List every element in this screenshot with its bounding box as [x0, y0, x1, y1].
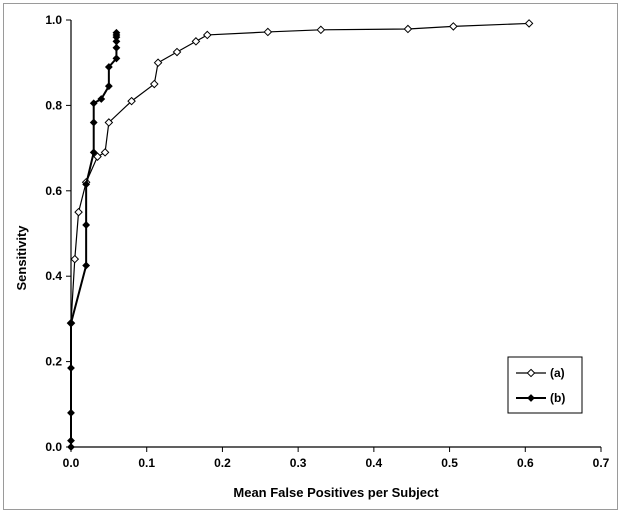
data-point — [127, 96, 136, 106]
data-point — [104, 82, 113, 91]
data-point — [67, 443, 75, 451]
data-point — [89, 99, 98, 108]
legend-box — [507, 356, 583, 414]
data-point — [172, 47, 182, 57]
x-ticks: 0.0 0.1 0.2 0.3 0.4 0.5 0.6 0.7 — [63, 447, 610, 470]
data-point — [149, 79, 159, 89]
legend-label: (b) — [550, 391, 565, 405]
y-ticks: 0.0 0.2 0.4 0.6 0.8 1.0 — [45, 13, 71, 454]
data-point — [89, 118, 98, 127]
data-point — [82, 221, 91, 229]
y-axis-label: Sensitivity — [14, 225, 29, 291]
series-line — [70, 22, 530, 324]
x-tick-label: 0.5 — [441, 456, 458, 470]
data-point — [191, 37, 201, 46]
y-tick-label: 0.0 — [45, 440, 62, 454]
x-tick-label: 0.1 — [138, 456, 155, 470]
data-point — [524, 19, 534, 28]
data-point — [104, 118, 114, 127]
data-point — [89, 148, 98, 157]
legend-marker — [527, 394, 535, 402]
data-point — [104, 63, 113, 71]
data-point — [93, 152, 102, 161]
legend: (a) (b) — [507, 356, 583, 414]
data-point — [97, 95, 106, 103]
series-a — [66, 19, 534, 328]
y-tick-label: 0.2 — [45, 355, 62, 369]
data-point — [74, 207, 83, 217]
series-b — [67, 28, 121, 451]
y-tick-label: 0.6 — [45, 184, 62, 198]
chart-frame — [3, 3, 618, 510]
y-tick-label: 0.4 — [45, 269, 62, 283]
data-point — [112, 43, 121, 52]
data-point — [82, 180, 91, 189]
data-point — [316, 25, 326, 35]
x-tick-label: 0.3 — [290, 456, 307, 470]
data-point — [82, 261, 91, 270]
data-point — [70, 254, 80, 264]
data-point — [202, 30, 212, 40]
y-tick-label: 1.0 — [45, 13, 62, 27]
x-tick-label: 0.0 — [63, 456, 80, 470]
data-point — [403, 24, 413, 34]
data-point — [67, 319, 75, 328]
legend-marker — [526, 368, 536, 378]
x-tick-label: 0.2 — [214, 456, 231, 470]
data-point — [263, 27, 273, 37]
legend-label: (a) — [550, 366, 565, 380]
data-point — [112, 28, 121, 37]
data-point — [112, 54, 121, 63]
x-tick-label: 0.4 — [366, 456, 383, 470]
series-line — [70, 32, 118, 447]
data-point — [67, 436, 75, 445]
y-tick-label: 0.8 — [45, 98, 62, 112]
data-point — [449, 22, 458, 31]
data-point — [153, 58, 163, 68]
plot-area — [66, 19, 534, 451]
data-point — [100, 148, 110, 157]
x-tick-label: 0.7 — [593, 456, 610, 470]
x-tick-label: 0.6 — [517, 456, 534, 470]
x-axis-label: Mean False Positives per Subject — [233, 485, 439, 500]
data-point — [67, 408, 75, 417]
data-point — [112, 37, 121, 46]
data-point — [67, 364, 75, 372]
